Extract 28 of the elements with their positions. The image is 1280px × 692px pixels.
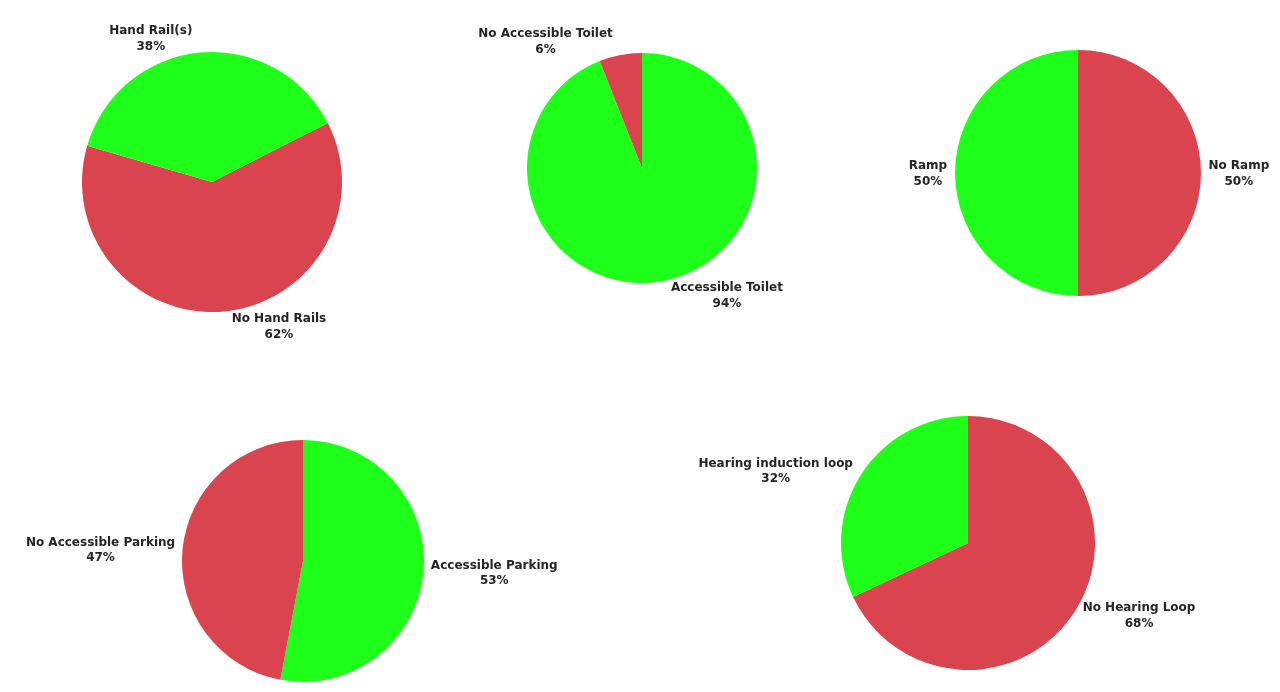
slice-label: Hand Rail(s): [109, 23, 193, 38]
pie-slice: [280, 440, 424, 682]
pie-slice: [1078, 50, 1201, 296]
data-label: 50%: [1224, 173, 1254, 188]
slice-label: Accessible Toilet: [670, 280, 784, 295]
slice-label: No Hearing Loop: [1082, 600, 1196, 615]
data-label: 50%: [913, 173, 943, 188]
slice-label: No Hand Rails: [231, 311, 327, 326]
slice-label: Accessible Parking: [430, 557, 558, 572]
pie-slice: [955, 50, 1078, 296]
data-label: 62%: [264, 326, 294, 341]
pie-slice: [87, 52, 328, 182]
slice-label: No Accessible Parking: [25, 534, 176, 549]
slice-label: Ramp: [908, 158, 948, 173]
slice-label: Hearing induction loop: [698, 455, 854, 470]
data-label: 38%: [136, 38, 166, 53]
pie-slice: [82, 122, 342, 312]
pie-slice: [599, 53, 642, 168]
data-label: 68%: [1124, 616, 1154, 631]
data-label: 32%: [761, 471, 791, 486]
slice-label: No Accessible Toilet: [478, 25, 614, 40]
pie-slice: [527, 53, 757, 283]
pie-slice: [182, 440, 303, 680]
data-label: 53%: [479, 573, 509, 588]
data-label: 47%: [86, 550, 115, 565]
data-label: 94%: [712, 296, 742, 311]
data-label: 6%: [535, 41, 556, 56]
slice-label: No Ramp: [1208, 158, 1270, 173]
